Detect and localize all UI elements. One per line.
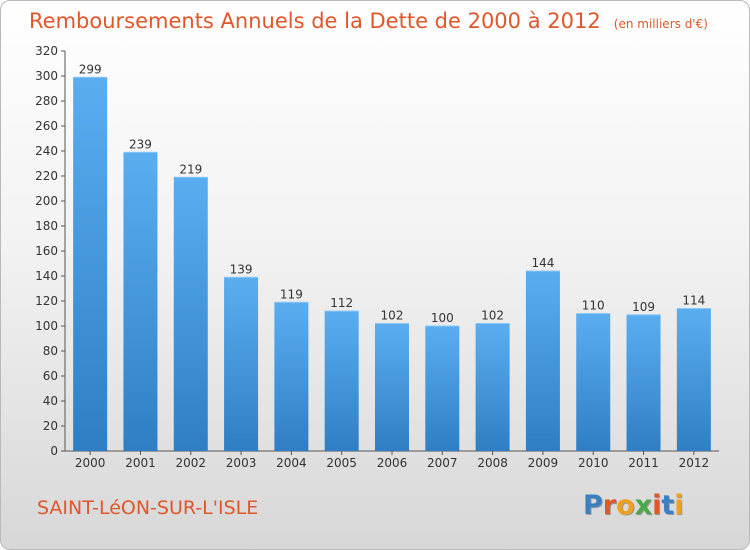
logo-letter: i <box>652 490 662 521</box>
x-tick-label: 2005 <box>326 456 357 470</box>
y-tick-label: 280 <box>35 94 58 108</box>
bar <box>626 314 661 451</box>
data-label: 119 <box>280 287 303 301</box>
y-tick-label: 20 <box>43 419 58 433</box>
bar <box>576 313 611 451</box>
bar <box>123 152 158 451</box>
x-tick-label: 2007 <box>427 456 458 470</box>
bar <box>425 326 460 451</box>
chart-title-text: Remboursements Annuels de la Dette de 20… <box>29 9 601 33</box>
x-tick-label: 2006 <box>377 456 408 470</box>
bar <box>525 271 560 451</box>
x-tick-label: 2004 <box>276 456 307 470</box>
data-label: 102 <box>381 309 404 323</box>
y-tick-label: 260 <box>35 119 58 133</box>
data-label: 144 <box>531 256 554 270</box>
y-tick-label: 60 <box>43 369 58 383</box>
y-tick-label: 180 <box>35 219 58 233</box>
bar <box>73 77 108 451</box>
x-tick-label: 2003 <box>226 456 257 470</box>
data-label: 100 <box>431 311 454 325</box>
data-label: 239 <box>129 137 152 151</box>
logo-letter: P <box>583 490 603 521</box>
logo-letter: r <box>602 490 617 521</box>
logo-letter: t <box>661 490 675 521</box>
y-tick-label: 240 <box>35 144 58 158</box>
bar <box>173 177 208 451</box>
data-label: 139 <box>230 262 253 276</box>
bar <box>375 323 409 451</box>
y-tick-label: 320 <box>35 44 58 58</box>
bar <box>324 311 359 451</box>
data-label: 102 <box>481 309 504 323</box>
x-tick-label: 2011 <box>628 456 659 470</box>
bar <box>274 302 309 451</box>
y-tick-label: 160 <box>35 244 58 258</box>
bar <box>224 277 259 451</box>
proxiti-logo: Proxiti <box>583 490 684 521</box>
data-label: 219 <box>179 162 202 176</box>
data-label: 114 <box>682 294 705 308</box>
x-tick-label: 2001 <box>125 456 156 470</box>
logo-letter: i <box>674 490 684 521</box>
data-label: 110 <box>582 299 605 313</box>
data-label: 112 <box>330 296 353 310</box>
x-tick-label: 2012 <box>679 456 710 470</box>
y-tick-label: 220 <box>35 169 58 183</box>
y-tick-label: 120 <box>35 294 58 308</box>
y-tick-label: 80 <box>43 344 58 358</box>
bar <box>475 323 510 451</box>
y-tick-label: 140 <box>35 269 58 283</box>
y-tick-label: 40 <box>43 394 58 408</box>
y-tick-label: 300 <box>35 69 58 83</box>
bar <box>676 308 711 451</box>
x-tick-label: 2010 <box>578 456 609 470</box>
chart-title: Remboursements Annuels de la Dette de 20… <box>29 9 708 33</box>
x-tick-label: 2009 <box>528 456 559 470</box>
y-tick-label: 100 <box>35 319 58 333</box>
x-tick-label: 2000 <box>75 456 106 470</box>
data-label: 109 <box>632 300 655 314</box>
y-tick-label: 0 <box>50 444 58 458</box>
chart-unit-label: (en milliers d'€) <box>613 17 708 31</box>
city-name: SAINT-LéON-SUR-L'ISLE <box>37 497 259 519</box>
logo-letter: x <box>634 490 653 521</box>
x-tick-label: 2002 <box>175 456 206 470</box>
data-label: 299 <box>79 62 102 76</box>
x-tick-label: 2008 <box>477 456 508 470</box>
logo-letter: o <box>616 490 635 521</box>
y-tick-label: 200 <box>35 194 58 208</box>
